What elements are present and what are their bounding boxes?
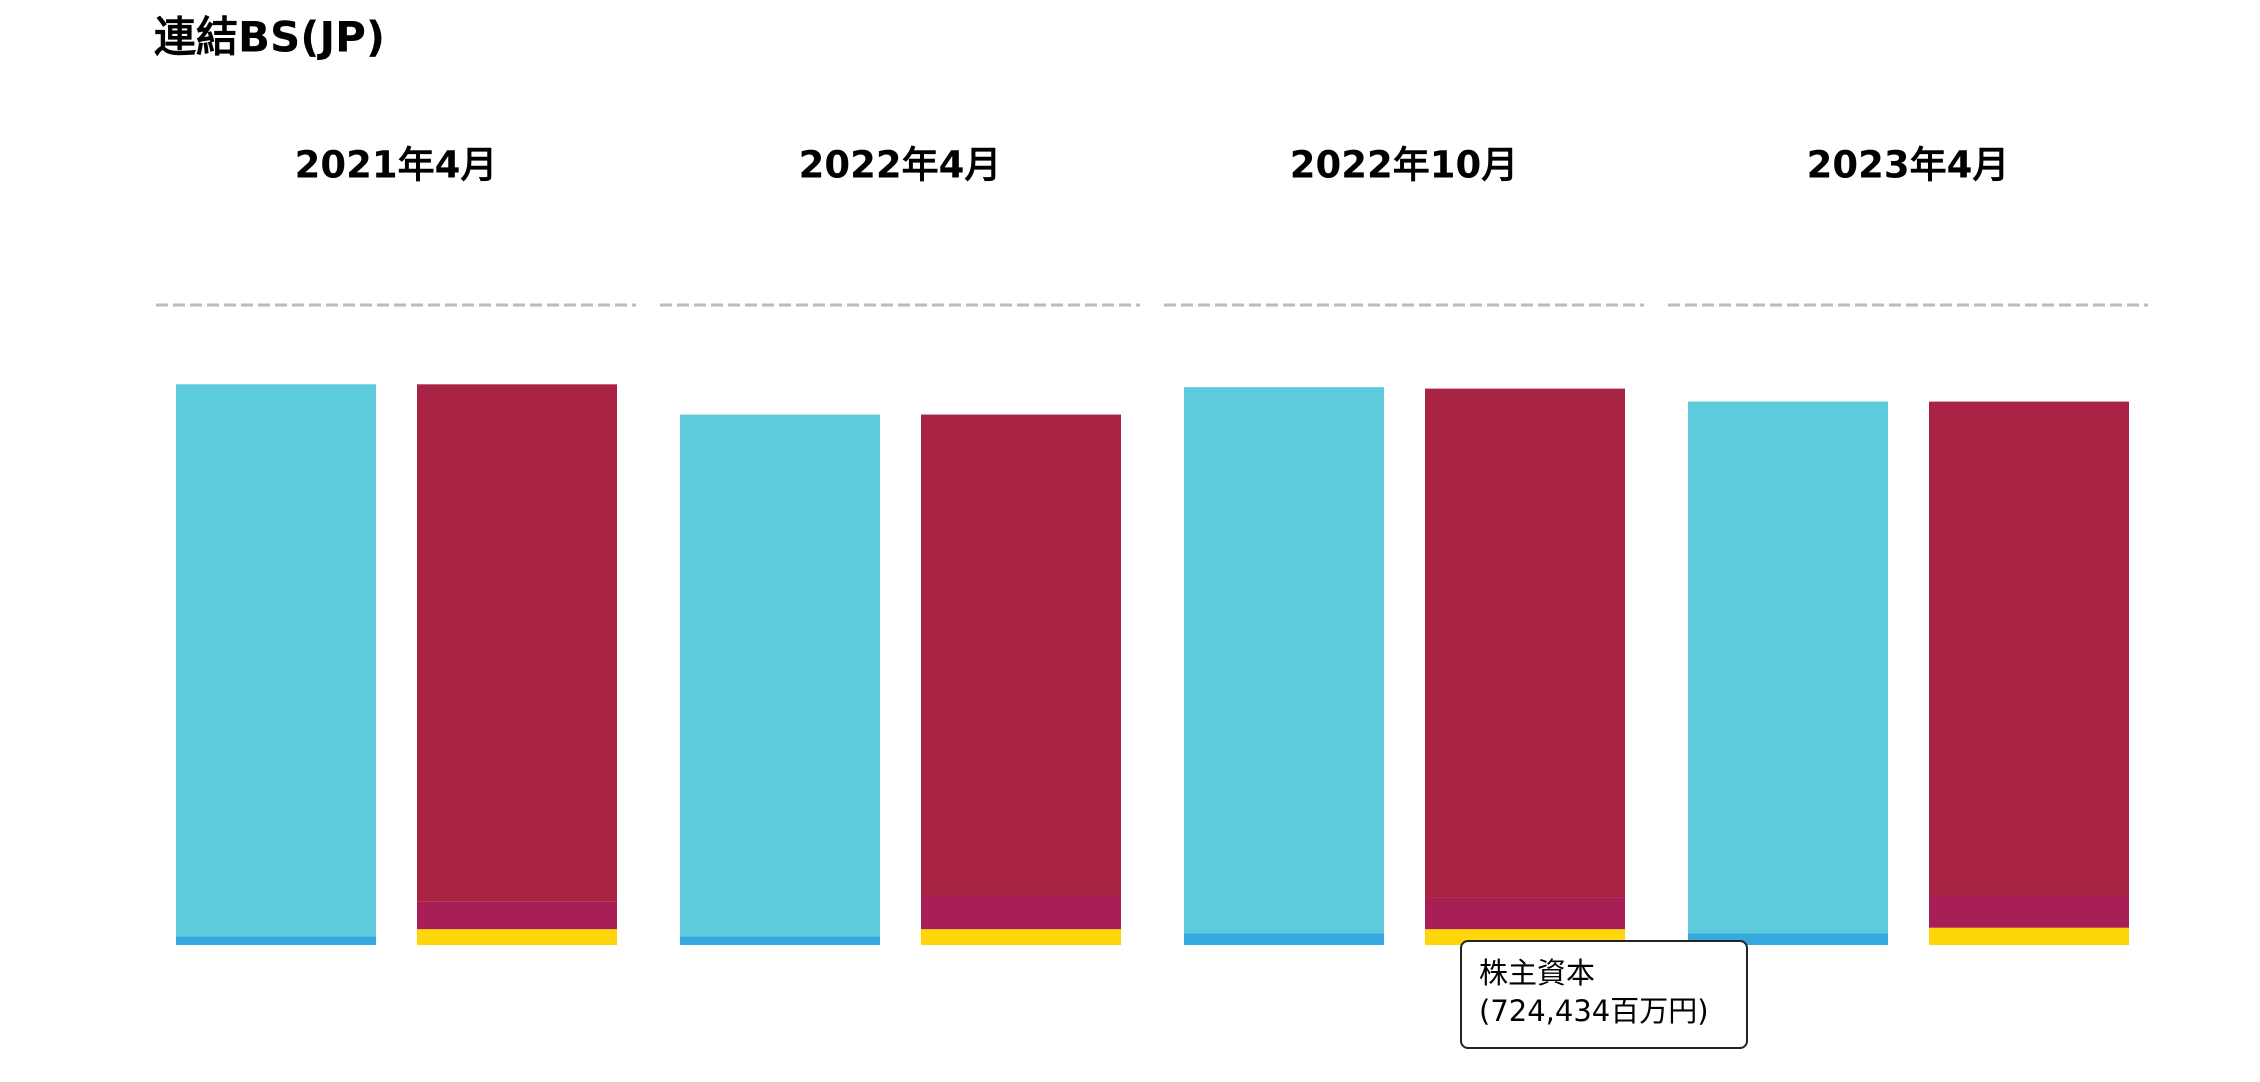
- bar-segment: [176, 936, 376, 945]
- bar-segment: [1184, 933, 1384, 945]
- bar-segment: [1929, 927, 2129, 945]
- bar-segment: [176, 384, 376, 937]
- bar-segment: [1929, 895, 2129, 928]
- bar-segment: [1184, 387, 1384, 934]
- bar-segment: [1688, 933, 1888, 945]
- category-label: 2022年4月: [799, 144, 1002, 187]
- bar-segment: [417, 929, 617, 945]
- category-label: 2021年4月: [295, 144, 498, 187]
- category-label: 2022年10月: [1290, 144, 1518, 187]
- bar-segment: [680, 414, 880, 937]
- bar-segment: [921, 895, 1121, 930]
- bar-segment: [417, 901, 617, 930]
- chart-title: 連結BS(JP): [154, 13, 385, 62]
- tooltip-name: 株主資本: [1479, 956, 1595, 990]
- tooltip: 株主資本 (724,434百万円): [1460, 940, 1748, 1049]
- bar-segment: [1688, 401, 1888, 934]
- category-label: 2023年4月: [1807, 144, 2010, 187]
- bar-segment: [1425, 388, 1625, 898]
- bar-segment: [1425, 897, 1625, 930]
- tooltip-value: (724,434百万円): [1479, 994, 1709, 1028]
- tooltip-box: [1460, 940, 1748, 1049]
- bar-segment: [680, 936, 880, 945]
- bar-segment: [1929, 401, 2129, 896]
- bar-segment: [921, 929, 1121, 945]
- bar-segment: [921, 414, 1121, 896]
- bar-segment: [417, 384, 617, 902]
